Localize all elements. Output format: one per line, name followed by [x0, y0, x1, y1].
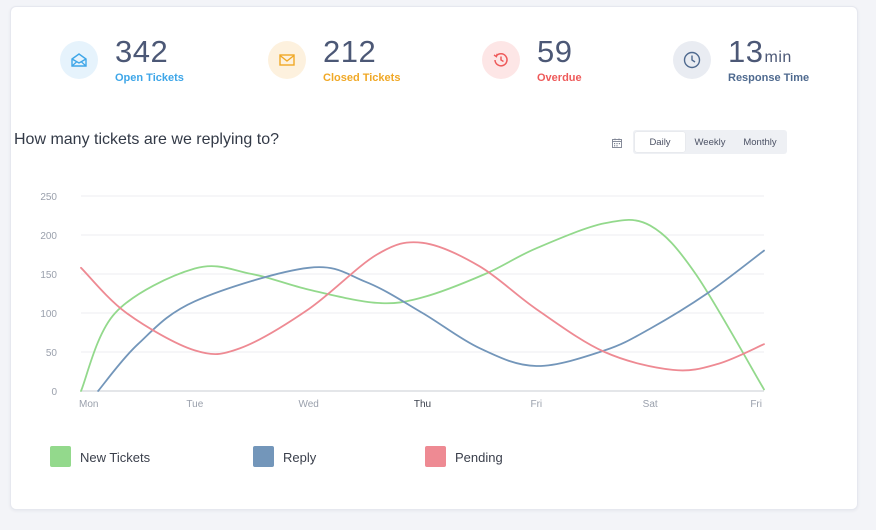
x-tick-label: Tue: [186, 399, 203, 410]
legend-swatch: [425, 446, 446, 467]
x-tick-label: Sat: [643, 399, 658, 410]
y-tick-label: 250: [40, 192, 57, 203]
x-tick-label: Fri: [530, 399, 542, 410]
stat-value: 342: [115, 34, 169, 69]
legend-swatch: [50, 446, 71, 467]
history-icon: [493, 53, 508, 67]
legend-label: New Tickets: [80, 450, 151, 465]
series-line-new-tickets: [80, 218, 765, 392]
stat-value: 59: [537, 34, 573, 69]
chart-title: How many tickets are we replying to?: [14, 131, 279, 148]
tab-monthly[interactable]: Monthly: [743, 136, 777, 148]
y-tick-label: 150: [40, 270, 57, 281]
stat-label: Closed Tickets: [323, 72, 401, 84]
tab-daily[interactable]: Daily: [635, 132, 685, 152]
legend-swatch: [253, 446, 274, 467]
envelope-open-icon: [71, 53, 87, 67]
envelope-icon: [279, 54, 295, 66]
stat-label: Overdue: [537, 72, 582, 84]
stat-icon-wrap: [673, 41, 711, 79]
series-line-reply: [97, 249, 765, 392]
stat-label: Response Time: [728, 72, 810, 84]
legend-label: Reply: [283, 450, 317, 465]
period-tabs: Daily Weekly Monthly: [633, 130, 787, 154]
x-tick-label: Wed: [298, 399, 318, 410]
y-tick-label: 50: [46, 348, 58, 359]
dashboard-card: [10, 6, 858, 510]
y-tick-label: 0: [51, 387, 57, 398]
stat-icon-wrap: [60, 41, 98, 79]
y-tick-label: 200: [40, 231, 57, 242]
y-tick-label: 100: [40, 309, 57, 320]
stat-value: 13min: [728, 34, 792, 69]
legend-label: Pending: [455, 450, 503, 465]
stat-label: Open Tickets: [115, 72, 184, 84]
stat-value: 212: [323, 34, 377, 69]
stat-icon-wrap: [268, 41, 306, 79]
x-tick-label: Thu: [414, 399, 431, 410]
tab-weekly[interactable]: Weekly: [694, 136, 726, 148]
x-tick-label: Fri: [750, 399, 762, 410]
series-line-pending: [80, 241, 765, 372]
calendar-icon[interactable]: [612, 138, 622, 148]
clock-icon: [683, 51, 701, 69]
stat-icon-wrap: [482, 41, 520, 79]
x-tick-label: Mon: [79, 399, 98, 410]
